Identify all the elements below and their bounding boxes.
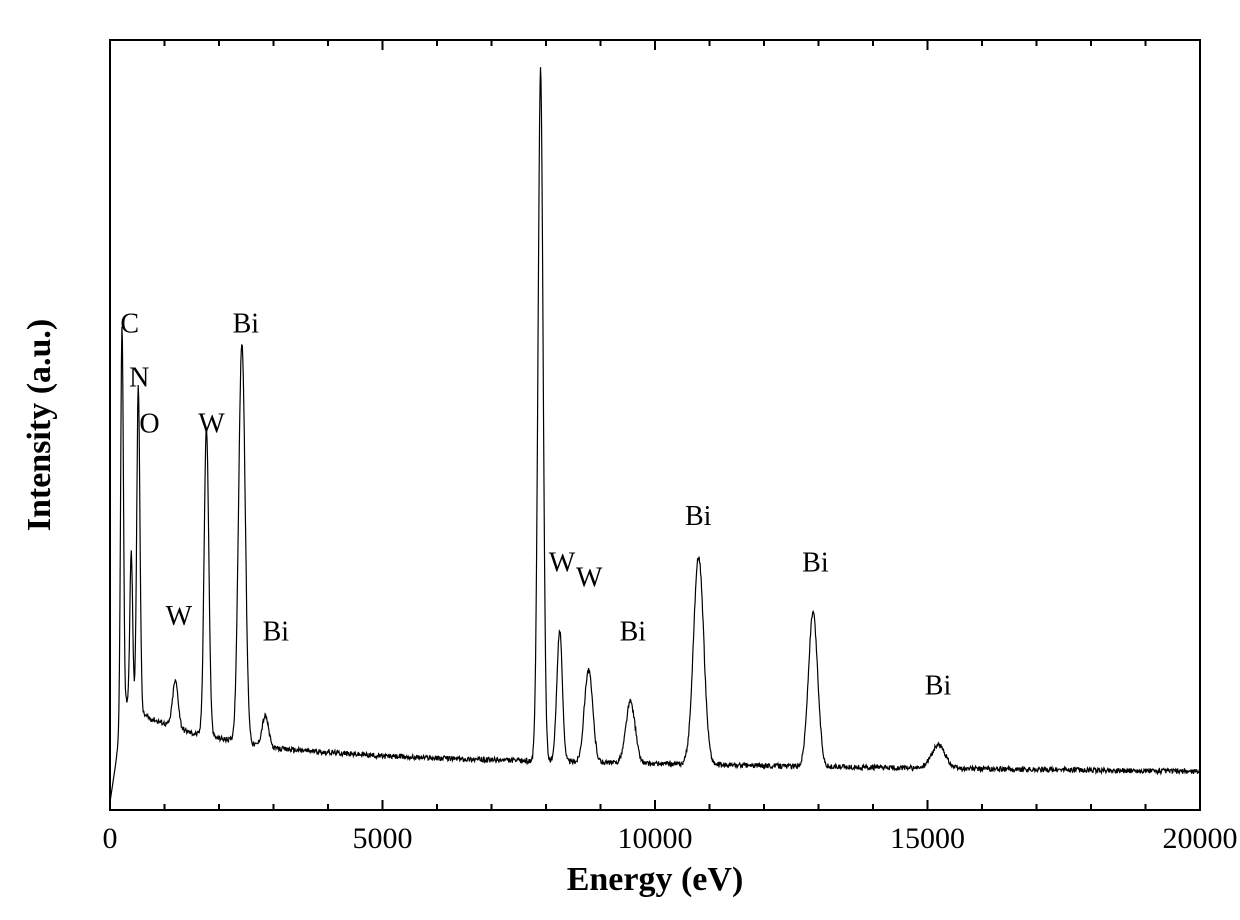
- peak-label-w: W: [166, 601, 193, 632]
- peak-label-w: W: [549, 547, 576, 578]
- spectrum-line: [110, 67, 1200, 802]
- xtick-label: 15000: [890, 822, 965, 855]
- peak-label-bi: Bi: [685, 501, 712, 532]
- xtick-label: 0: [103, 822, 118, 855]
- xtick-label: 5000: [353, 822, 413, 855]
- eds-spectrum-chart: 0 5000 10000 15000 20000 Energy (eV) Intensity…: [0, 0, 1240, 920]
- chart-svg: 0 5000 10000 15000 20000 Energy (eV) Intensity…: [0, 0, 1240, 920]
- peak-label-w: W: [576, 563, 603, 594]
- peak-label-bi: Bi: [802, 547, 829, 578]
- peak-label-bi: Bi: [925, 671, 952, 702]
- peak-label-bi: Bi: [620, 617, 647, 648]
- peak-label-bi: Bi: [233, 309, 260, 340]
- peak-label-o: O: [139, 409, 159, 440]
- peak-label-n: N: [129, 363, 149, 394]
- peak-label-w: W: [198, 409, 225, 440]
- plot-frame: [110, 40, 1200, 810]
- xtick-label: 20000: [1163, 822, 1238, 855]
- x-axis-label: Energy (eV): [567, 861, 744, 898]
- y-axis-label: Intensity (a.u.): [21, 319, 58, 532]
- xtick-label: 10000: [618, 822, 693, 855]
- peak-label-bi: Bi: [263, 617, 290, 648]
- peak-label-c: C: [120, 309, 139, 340]
